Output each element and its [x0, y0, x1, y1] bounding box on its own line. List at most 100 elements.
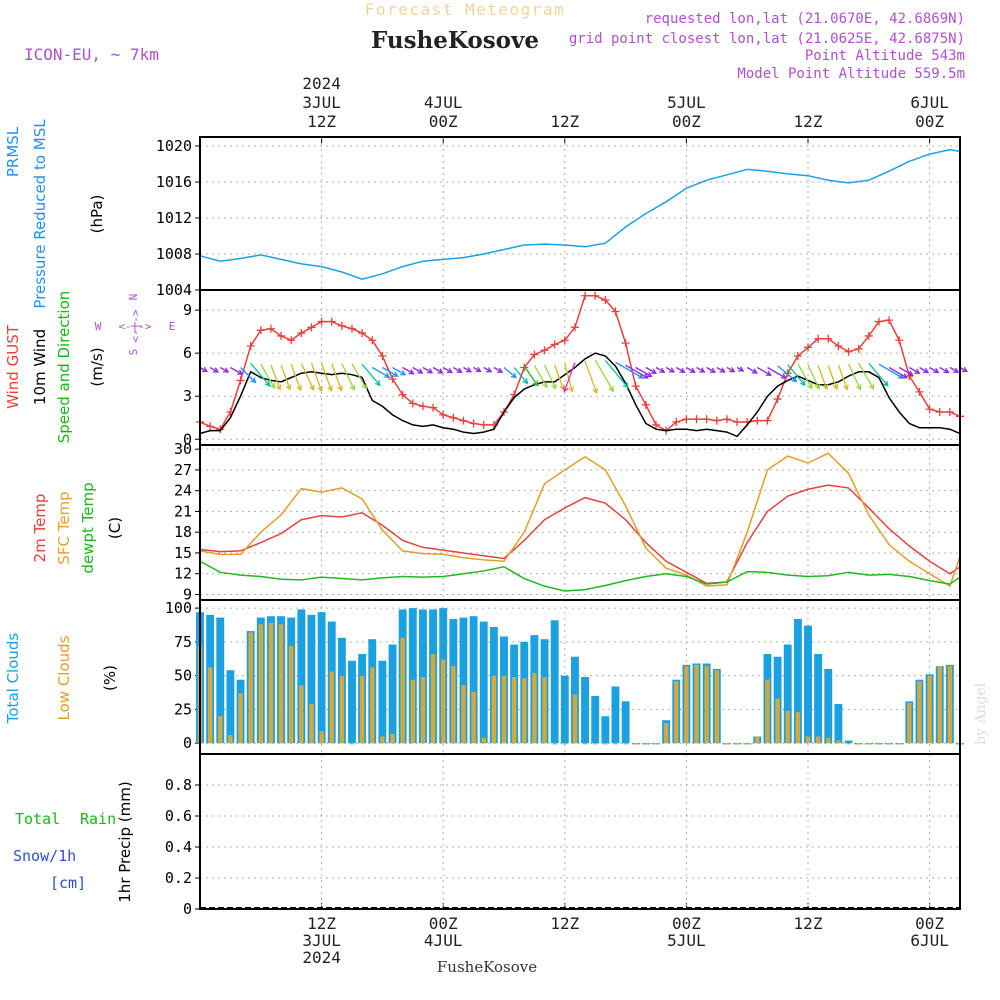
wind-arrow	[310, 363, 323, 392]
wind-arrow-head	[832, 383, 839, 391]
gust-marker	[429, 403, 438, 412]
low-cloud-bar	[349, 743, 355, 745]
series-line-prmsl	[199, 148, 961, 280]
wind-arrow-head	[882, 380, 889, 387]
wind-arrow	[331, 363, 343, 391]
model-altitude: Model Point Altitude 559.5m	[737, 66, 965, 82]
gust-marker	[621, 339, 630, 348]
ytick-label: 27	[174, 461, 192, 479]
total-cloud-bar	[793, 618, 802, 744]
low-cloud-bar	[552, 743, 557, 745]
wind-arrow	[523, 365, 539, 386]
time-label: 5JUL	[667, 93, 706, 112]
low-cloud-bar	[268, 622, 274, 744]
low-cloud-bar	[785, 710, 790, 744]
gust-marker	[246, 341, 255, 350]
low-cloud-bar	[400, 637, 405, 744]
wind-arrow	[594, 359, 614, 392]
wind-arrow	[422, 366, 433, 374]
wind-arrow-head	[201, 366, 209, 373]
ytick-label: 1012	[156, 209, 192, 227]
wind-arrow-head	[933, 367, 940, 374]
gust-marker	[388, 374, 397, 383]
requested-coords: requested lon,lat (21.0670E, 42.6869N)	[645, 11, 965, 27]
gust-marker	[266, 324, 275, 333]
gust-marker	[672, 418, 681, 427]
wind-arrow	[847, 363, 861, 390]
wind-arrow-head	[799, 380, 806, 387]
gust-marker	[317, 317, 326, 326]
low-cloud-bar	[805, 736, 811, 744]
wind-arrow	[767, 366, 786, 379]
wind-arrow	[939, 366, 949, 374]
panel-temperature: 9 12 15 18 21 24 27 30 2m Temp SFC Temp dewpt Temp…	[31, 440, 961, 603]
ytick-label: 25	[174, 700, 192, 718]
gust-marker	[834, 341, 843, 350]
low-cloud-bar	[937, 666, 942, 744]
wind-arrow-head	[822, 383, 829, 391]
low-cloud-bar	[593, 743, 598, 745]
watermark: by Angel	[973, 682, 989, 745]
total-cloud-bar	[307, 614, 316, 744]
wind-arrow-head	[592, 387, 599, 395]
low-cloud-bar	[511, 677, 517, 744]
wind-arrow-head	[384, 372, 391, 378]
total-cloud-bar	[459, 617, 468, 744]
panel-label: 1hr Precip (mm)	[116, 781, 134, 902]
wind-arrow-head	[646, 371, 653, 378]
wind-arrow	[584, 360, 598, 394]
gust-marker	[793, 352, 802, 361]
low-cloud-bar	[836, 740, 841, 744]
low-cloud-bar	[218, 716, 223, 744]
compass-s: S	[127, 349, 140, 356]
low-cloud-bar	[947, 666, 953, 744]
ytick-label: 0.6	[165, 807, 192, 825]
panel-label: dewpt Temp	[79, 482, 97, 573]
compass-e: E	[169, 320, 176, 333]
wind-arrow	[371, 366, 390, 378]
wind-arrow-head	[212, 367, 220, 373]
wind-arrow-head	[400, 370, 407, 376]
panel-label: (C)	[106, 517, 124, 539]
ytick-label: 100	[165, 599, 192, 617]
ytick-label: 9	[183, 301, 192, 319]
wind-arrow-head	[668, 367, 676, 373]
ytick-label: 0	[183, 900, 192, 918]
time-label: 2024	[302, 948, 341, 967]
series-line-10m-wind	[199, 352, 961, 438]
total-cloud-bar	[297, 609, 306, 744]
low-cloud-bar	[329, 671, 334, 744]
panel-frame	[199, 753, 961, 910]
wind-arrow-head	[349, 384, 356, 392]
low-cloud-bar	[522, 678, 527, 744]
ytick-label: 0	[183, 430, 192, 448]
wind-arrow	[837, 364, 848, 390]
series-line-sfc-temp	[199, 452, 961, 588]
wind-arrow-head	[446, 367, 454, 374]
total-cloud-bar	[844, 740, 853, 744]
panel-label: Total	[15, 810, 60, 828]
total-cloud-bar	[479, 621, 488, 744]
ytick-label: 3	[183, 387, 192, 405]
low-cloud-bar	[745, 743, 750, 745]
wind-arrow-head	[510, 372, 517, 379]
wind-arrow-head	[275, 384, 282, 391]
gust-marker	[773, 395, 782, 404]
low-cloud-bar	[724, 743, 730, 745]
low-cloud-bar	[248, 632, 253, 744]
panel-pressure: 1004 1008 1012 1016 1020 PRMSL Pressure Reduce…	[4, 119, 961, 309]
wind-arrow	[726, 366, 735, 373]
wind-arrow-head	[791, 376, 798, 383]
wind-arrow-head	[729, 367, 736, 373]
model-label: ICON-EU, ~ 7km	[24, 45, 159, 64]
gust-marker	[540, 346, 549, 355]
low-cloud-bar	[542, 677, 547, 744]
gust-marker	[550, 340, 559, 349]
low-cloud-bar	[603, 743, 608, 745]
wind-arrow-head	[622, 382, 629, 389]
low-cloud-bar	[309, 704, 314, 744]
total-cloud-bar	[621, 701, 630, 744]
panel-label: Low Clouds	[55, 635, 73, 720]
compass-arrow-h: <-|->	[118, 320, 151, 333]
